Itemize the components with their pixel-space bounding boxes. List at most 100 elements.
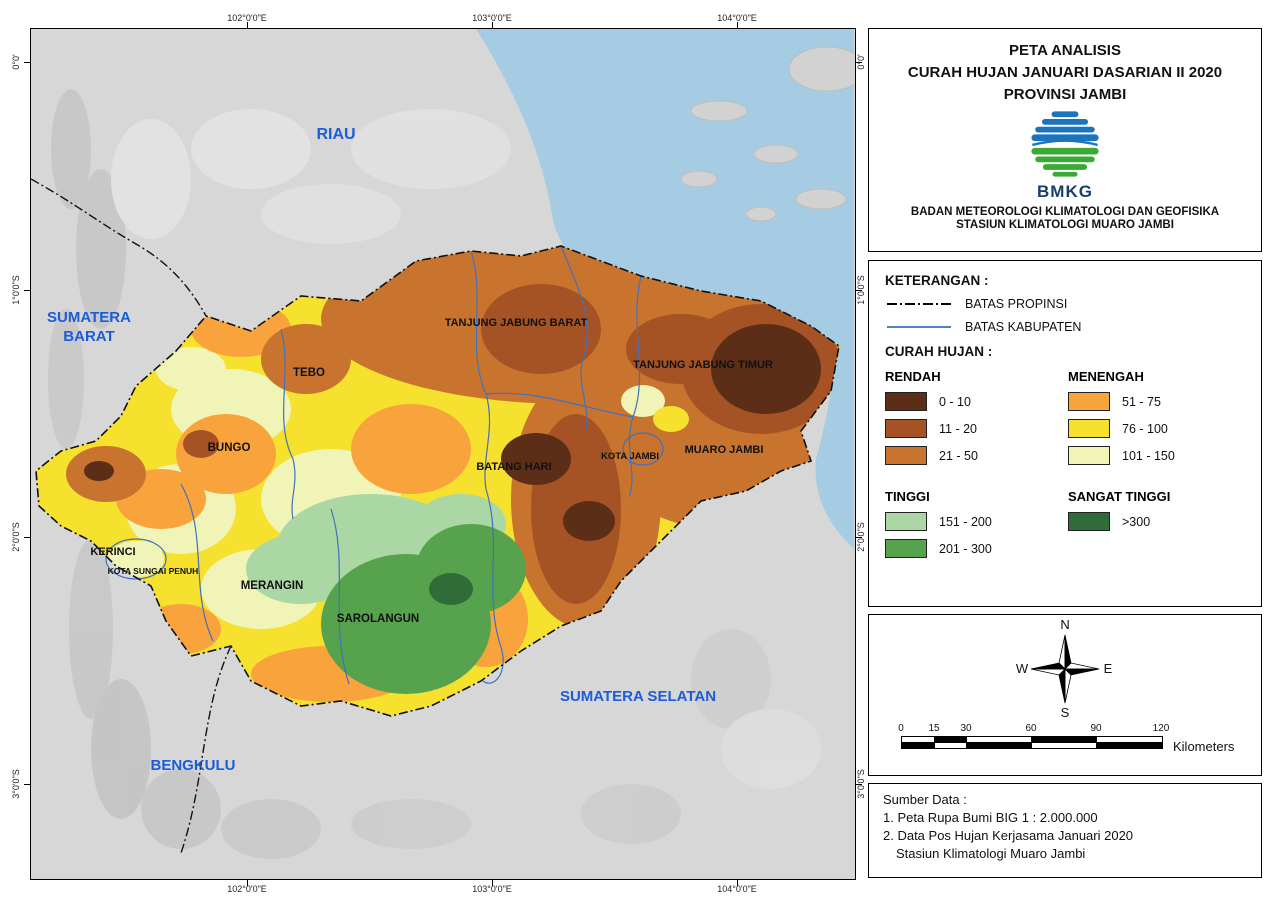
scale-tick-label: 120 — [1152, 723, 1170, 734]
color-swatch — [1068, 392, 1110, 411]
legend-group-name: MENENGAH — [1068, 369, 1144, 384]
grid-tick — [856, 290, 862, 291]
color-swatch — [885, 392, 927, 411]
color-swatch — [1068, 446, 1110, 465]
coord-label-bottom: 103°0'0"E — [472, 884, 512, 894]
scale-tick-label: 0 — [898, 723, 904, 734]
legend-group-sangat-tinggi: SANGAT TINGGI >300 — [1068, 483, 1245, 566]
coord-label-top: 102°0'0"E — [227, 13, 267, 23]
grid-tick — [24, 537, 30, 538]
color-swatch — [885, 512, 927, 531]
map-title-line2: CURAH HUJAN JANUARI DASARIAN II 2020 — [907, 64, 1223, 81]
neighbor-label-sumatera-barat-line1: SUMATERA — [47, 309, 131, 326]
legend-group-tinggi: TINGGI 151 - 200 201 - 300 — [885, 483, 1062, 566]
legend-range-label: 21 - 50 — [939, 448, 978, 463]
grid-tick — [492, 880, 493, 886]
legend-range-label: 11 - 20 — [939, 421, 977, 436]
compass-east-label: E — [1104, 661, 1113, 676]
scale-tick-label: 90 — [1090, 723, 1102, 734]
coord-label-top: 104°0'0"E — [717, 13, 757, 23]
neighbor-label-sumatera-selatan: SUMATERA SELATAN — [560, 688, 716, 705]
map-canvas: RIAU SUMATERA BARAT BENGKULU SUMATERA SE… — [31, 29, 854, 878]
grid-tick — [24, 290, 30, 291]
scale-tick-label: 60 — [1025, 723, 1037, 734]
coord-label-left: 3°0'0"S — [11, 769, 21, 799]
batas-kabupaten-label: BATAS KABUPATEN — [965, 320, 1082, 334]
legend-panel: KETERANGAN : BATAS PROPINSI BATAS KABUPA… — [868, 260, 1262, 607]
grid-tick — [856, 62, 862, 63]
map-title-line1: PETA ANALISIS — [1009, 42, 1121, 59]
legend-range-label: >300 — [1122, 514, 1151, 529]
compass-scale-panel: N S E W 0 15 30 60 90 120 — [868, 614, 1262, 776]
bmkg-logo — [1017, 109, 1113, 184]
legend-group-rendah: RENDAH 0 - 10 11 - 20 21 - 50 — [885, 363, 1062, 473]
coord-label-left: 1°0'0"S — [11, 275, 21, 305]
color-swatch — [885, 419, 927, 438]
source-line: 1. Peta Rupa Bumi BIG 1 : 2.000.000 — [883, 810, 1098, 825]
scale-tick-label: 30 — [960, 723, 972, 734]
title-panel: PETA ANALISIS CURAH HUJAN JANUARI DASARI… — [868, 28, 1262, 252]
outer-boundaries — [31, 178, 232, 854]
scale-tick-label: 15 — [928, 723, 940, 734]
compass-rose: N S E W — [869, 617, 1261, 726]
compass-west-label: W — [1016, 661, 1029, 676]
legend-title: KETERANGAN : — [885, 273, 989, 288]
coord-label-left: 2°0'0"S — [11, 522, 21, 552]
legend-range-label: 76 - 100 — [1122, 421, 1168, 436]
source-panel: Sumber Data : 1. Peta Rupa Bumi BIG 1 : … — [868, 783, 1262, 878]
scale-unit-label: Kilometers — [1173, 739, 1235, 754]
district-label: MUARO JAMBI — [685, 444, 764, 456]
legend-range-label: 51 - 75 — [1122, 394, 1161, 409]
grid-tick — [856, 537, 862, 538]
district-label: SAROLANGUN — [337, 613, 419, 625]
legend-range-label: 0 - 10 — [939, 394, 971, 409]
legend-range-label: 201 - 300 — [939, 541, 992, 556]
org-name-line2: STASIUN KLIMATOLOGI MUARO JAMBI — [956, 219, 1174, 231]
compass-north-label: N — [1060, 617, 1069, 632]
grid-tick — [24, 62, 30, 63]
district-label: KERINCI — [90, 546, 135, 558]
color-swatch — [1068, 512, 1110, 531]
district-label: TEBO — [293, 367, 325, 379]
coord-label-bottom: 104°0'0"E — [717, 884, 757, 894]
district-label: BATANG HARI — [476, 461, 551, 473]
district-label: TANJUNG JABUNG TIMUR — [633, 359, 773, 371]
district-label: MERANGIN — [241, 580, 304, 592]
legend-group-name: RENDAH — [885, 369, 941, 384]
legend-range-label: 151 - 200 — [939, 514, 992, 529]
legend-range-label: 101 - 150 — [1122, 448, 1175, 463]
color-swatch — [885, 446, 927, 465]
rainfall-legend-title: CURAH HUJAN : — [885, 344, 993, 359]
legend-group-name: TINGGI — [885, 489, 930, 504]
color-swatch — [885, 539, 927, 558]
coord-label-left: 0°0' — [11, 54, 21, 70]
district-label: TANJUNG JABUNG BARAT — [445, 317, 588, 329]
batas-propinsi-label: BATAS PROPINSI — [965, 297, 1068, 311]
map-title-line3: PROVINSI JAMBI — [1003, 86, 1127, 103]
grid-tick — [492, 22, 493, 28]
coord-label-top: 103°0'0"E — [472, 13, 512, 23]
coord-label-bottom: 102°0'0"E — [227, 884, 267, 894]
district-label: KOTA JAMBI — [601, 451, 659, 462]
neighbor-label-riau: RIAU — [316, 126, 355, 143]
province-boundary-line-sample — [887, 303, 951, 305]
legend-group-name: SANGAT TINGGI — [1068, 489, 1171, 504]
grid-tick — [856, 784, 862, 785]
source-title: Sumber Data : — [883, 792, 967, 807]
grid-tick — [737, 22, 738, 28]
hillshade — [48, 89, 821, 859]
grid-tick — [247, 880, 248, 886]
kabupaten-boundary-line-sample — [887, 326, 951, 328]
neighbor-label-bengkulu: BENGKULU — [151, 757, 236, 774]
kabupaten-boundaries — [105, 245, 664, 685]
neighbor-label-sumatera-barat-line2: BARAT — [63, 328, 114, 345]
scale-bar: 0 15 30 60 90 120 Kilometers — [898, 723, 1241, 769]
grid-tick — [24, 784, 30, 785]
grid-tick — [737, 880, 738, 886]
islands — [680, 46, 854, 222]
map-frame: RIAU SUMATERA BARAT BENGKULU SUMATERA SE… — [30, 28, 856, 880]
bmkg-logo-text: BMKG — [1037, 182, 1093, 201]
org-name-line1: BADAN METEOROLOGI KLIMATOLOGI DAN GEOFIS… — [910, 206, 1220, 218]
district-label: KOTA SUNGAI PENUH — [108, 566, 199, 576]
